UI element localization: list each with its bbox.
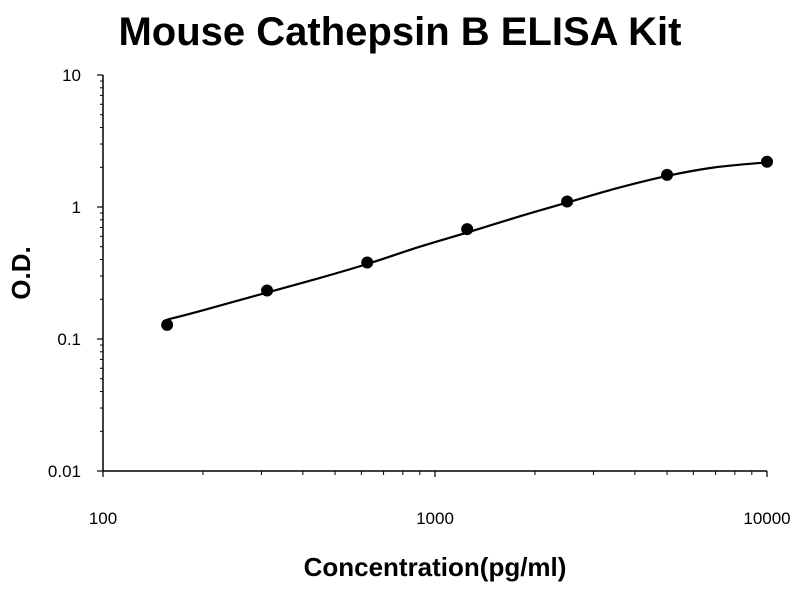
x-axis-ticks: [102, 471, 768, 477]
fit-curve: [166, 161, 768, 321]
data-point: [261, 284, 274, 297]
data-point: [561, 195, 574, 208]
chart-title: Mouse Cathepsin B ELISA Kit: [118, 10, 682, 54]
data-point: [361, 256, 374, 269]
data-point: [461, 223, 474, 236]
y-tick-label: 1: [72, 198, 81, 217]
y-tick-label: 0.1: [57, 330, 81, 349]
x-axis-tick-labels: 100 1000 10000: [89, 509, 791, 528]
y-tick-label: 0.01: [48, 462, 81, 481]
data-points: [161, 155, 773, 331]
y-axis-tick-labels: 0.01 0.1 1 10: [48, 66, 81, 481]
x-axis-title: Concentration(pg/ml): [304, 552, 567, 582]
x-tick-label: 1000: [416, 509, 454, 528]
y-tick-label: 10: [62, 66, 81, 85]
x-tick-label: 10000: [743, 509, 790, 528]
x-tick-label: 100: [89, 509, 117, 528]
data-point: [161, 318, 174, 331]
data-point: [661, 168, 674, 181]
y-axis-ticks: [97, 74, 103, 472]
data-point: [761, 155, 773, 168]
y-axis-title: O.D.: [6, 246, 36, 299]
